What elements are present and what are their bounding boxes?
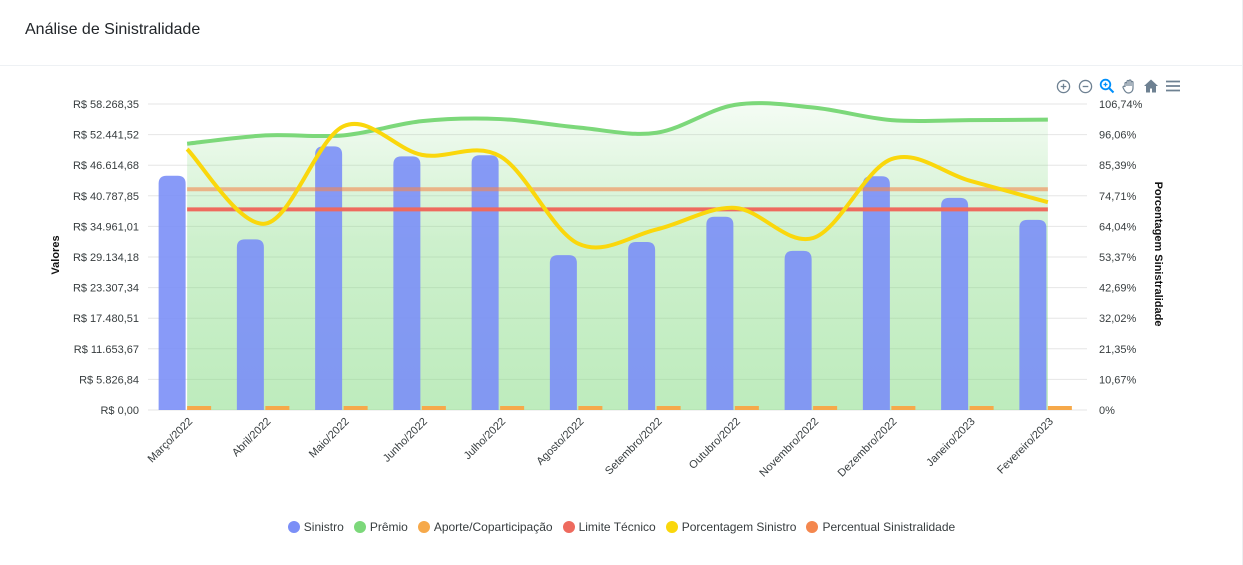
sinistro-bar <box>158 175 186 410</box>
menu-icon[interactable] <box>1164 77 1182 95</box>
y-tick-label: R$ 11.653,67 <box>74 344 139 356</box>
aporte-bar <box>1047 406 1072 410</box>
zoom-in-icon[interactable] <box>1054 77 1072 95</box>
x-tick-label: Novembro/2022 <box>757 416 821 480</box>
sinistro-bar <box>941 197 969 410</box>
card-header: Análise de Sinistralidade <box>0 0 1242 66</box>
y2-tick-label: 74,71% <box>1099 191 1137 203</box>
legend-label: Aporte/Coparticipação <box>433 520 553 534</box>
y2-tick-label: 42,69% <box>1099 283 1137 295</box>
x-tick-label: Abril/2022 <box>230 416 274 460</box>
y-tick-label: R$ 34.961,01 <box>73 221 139 233</box>
y2-axis-title: Porcentagem Sinistralidade <box>1152 182 1164 327</box>
y2-tick-label: 21,35% <box>1099 344 1137 356</box>
sinistro-bar <box>393 156 421 410</box>
y2-tick-label: 32,02% <box>1099 313 1137 325</box>
aporte-bar <box>969 406 994 410</box>
legend-marker <box>562 521 575 533</box>
legend-marker <box>665 521 678 533</box>
sinistro-bar <box>862 176 890 410</box>
aporte-bar <box>656 406 681 410</box>
sinistro-bar <box>315 146 343 410</box>
x-tick-label: Maio/2022 <box>307 416 352 461</box>
sinistro-bar <box>1019 219 1047 410</box>
chart-toolbar <box>1054 77 1182 95</box>
legend-label: Limite Técnico <box>578 520 656 534</box>
aporte-bars <box>187 406 1072 410</box>
zoom-selection-icon[interactable] <box>1098 77 1116 95</box>
zoom-out-icon[interactable] <box>1076 77 1094 95</box>
x-tick-label: Junho/2022 <box>381 416 430 465</box>
sinistro-bar <box>549 255 577 410</box>
y-tick-label: R$ 17.480,51 <box>73 313 139 325</box>
legend-item[interactable]: Prêmio <box>353 520 408 534</box>
aporte-bar <box>265 406 290 410</box>
legend-marker <box>287 521 300 533</box>
y-axis-left: R$ 58.268,35 R$ 52.441,52 R$ 46.614,68 R$ 4… <box>73 99 139 417</box>
legend-label: Percentual Sinistralidade <box>822 520 956 534</box>
aporte-bar <box>187 406 212 410</box>
y-tick-label: R$ 5.826,84 <box>79 374 139 386</box>
y-tick-label: R$ 40.787,85 <box>73 191 139 203</box>
aporte-bar <box>734 406 759 410</box>
legend-item[interactable]: Sinistro <box>287 520 344 534</box>
y-tick-label: R$ 23.307,34 <box>73 283 139 295</box>
y2-tick-label: 64,04% <box>1099 221 1137 233</box>
sinistro-bar <box>236 239 264 410</box>
legend-marker <box>806 521 819 533</box>
sinistro-bar <box>471 155 499 410</box>
legend-label: Sinistro <box>303 520 344 534</box>
y2-tick-label: 53,37% <box>1099 252 1137 264</box>
sinistro-bar <box>784 250 812 410</box>
y2-tick-label: 96,06% <box>1099 130 1137 142</box>
x-tick-label: Julho/2022 <box>462 416 509 463</box>
legend-item[interactable]: Limite Técnico <box>562 520 656 534</box>
sinistro-bar <box>628 241 656 410</box>
chart-legend: Sinistro Prêmio Aporte/Coparticipação Limit… <box>0 520 1243 534</box>
y-tick-label: R$ 46.614,68 <box>73 160 139 172</box>
y-tick-label: R$ 58.268,35 <box>73 99 139 111</box>
y-tick-label: R$ 52.441,52 <box>73 130 139 142</box>
y2-tick-label: 106,74% <box>1099 99 1143 111</box>
legend-label: Porcentagem Sinistro <box>681 520 797 534</box>
pan-icon[interactable] <box>1120 77 1138 95</box>
legend-marker <box>353 521 366 533</box>
aporte-bar <box>813 406 838 410</box>
legend-item[interactable]: Percentual Sinistralidade <box>806 520 955 534</box>
x-tick-label: Outubro/2022 <box>687 416 743 472</box>
legend-label: Prêmio <box>369 520 408 534</box>
legend-item[interactable]: Aporte/Coparticipação <box>417 520 553 534</box>
reset-home-icon[interactable] <box>1142 77 1160 95</box>
x-tick-label: Janeiro/2023 <box>924 416 977 469</box>
sinistro-bars <box>158 146 1047 410</box>
aporte-bar <box>891 406 916 410</box>
aporte-bar <box>343 406 368 410</box>
x-tick-label: Março/2022 <box>146 416 196 466</box>
sinistro-bar <box>706 216 734 410</box>
y-tick-label: R$ 0,00 <box>100 405 139 417</box>
y2-tick-label: 0% <box>1099 405 1115 417</box>
aporte-bar <box>578 406 603 410</box>
x-tick-label: Setembro/2022 <box>603 416 665 478</box>
y2-tick-label: 85,39% <box>1099 160 1137 172</box>
legend-marker <box>417 521 430 533</box>
y-tick-label: R$ 29.134,18 <box>73 252 139 264</box>
premio-line <box>186 101 1048 146</box>
y-axis-title: Valores <box>50 235 62 274</box>
x-tick-label: Fevereiro/2023 <box>995 416 1056 477</box>
porcentagem-sinistro-line <box>185 122 1049 250</box>
y-axis-right: 106,74% 96,06% 85,39% 74,71% 64,04% 53,37% 42,… <box>1099 99 1143 417</box>
card-title: Análise de Sinistralidade <box>25 21 201 38</box>
legend-item[interactable]: Porcentagem Sinistro <box>665 520 797 534</box>
x-axis: Março/2022 Abril/2022 Maio/2022 Junho/2022 J… <box>146 416 1056 480</box>
aporte-bar <box>421 406 446 410</box>
y2-tick-label: 10,67% <box>1099 374 1137 386</box>
aporte-bar <box>500 406 525 410</box>
x-tick-label: Dezembro/2022 <box>836 416 900 480</box>
chart-canvas: R$ 58.268,35 R$ 52.441,52 R$ 46.614,68 R$ 4… <box>50 99 1164 480</box>
x-tick-label: Agosto/2022 <box>534 416 586 468</box>
